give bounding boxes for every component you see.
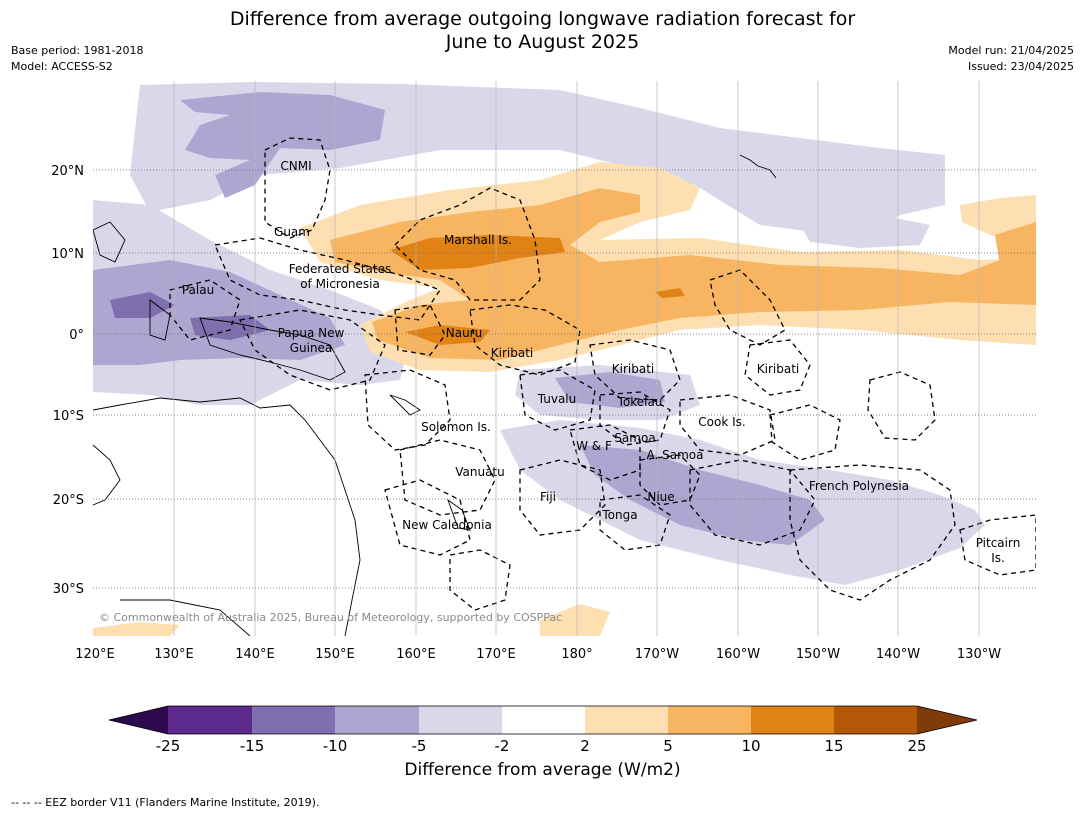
model-name: Model: ACCESS-S2 xyxy=(11,60,113,73)
cb-tick-5: 2 xyxy=(580,737,590,755)
colorbar-outline xyxy=(108,705,978,735)
label-asamoa: A. Samoa xyxy=(647,448,704,462)
colorbar-left-extension xyxy=(109,706,168,734)
colorbar-segment-3 xyxy=(419,706,502,734)
label-vanuatu: Vanuatu xyxy=(455,465,505,479)
cb-tick-8: 15 xyxy=(824,737,843,755)
colorbar-segment-4 xyxy=(502,706,585,734)
lon-label-0: 120°E xyxy=(75,647,115,662)
label-kiribati-central: Kiribati xyxy=(612,362,654,376)
cb-tick-9: 25 xyxy=(907,737,926,755)
lon-label-3: 150°E xyxy=(315,647,355,662)
cb-tick-3: -5 xyxy=(412,737,427,755)
label-fsm-1: Federated States xyxy=(289,262,391,276)
region-labels: CNMI Guam Marshall Is. Federated States … xyxy=(182,159,1020,565)
label-kiribati-east: Kiribati xyxy=(757,362,799,376)
label-png-2: Guinea xyxy=(290,341,333,355)
colorbar-segment-1 xyxy=(252,706,335,734)
latitude-gridlines xyxy=(93,169,1036,589)
colorbar-title: Difference from average (W/m2) xyxy=(404,760,681,780)
anomaly-positive-strong xyxy=(390,235,685,345)
label-niue: Niue xyxy=(647,490,674,504)
lon-label-2: 140°E xyxy=(235,647,275,662)
meta-left: Base period: 1981-2018 Model: ACCESS-S2 xyxy=(11,43,143,75)
eez-borders xyxy=(169,137,1036,611)
label-tuvalu: Tuvalu xyxy=(537,392,577,406)
lat-label-0: 20°N xyxy=(51,164,84,179)
model-run: Model run: 21/04/2025 xyxy=(948,44,1074,57)
label-kiribati-west: Kiribati xyxy=(491,346,533,360)
colorbar: -25 -15 -10 -5 -2 2 5 10 15 25 xyxy=(108,705,978,755)
colorbar-segment-5 xyxy=(585,706,668,734)
label-nauru: Nauru xyxy=(446,326,482,340)
label-french-polynesia: French Polynesia xyxy=(809,479,909,493)
lon-label-10: 140°W xyxy=(876,647,920,662)
eez-footer-note: -- -- -- EEZ border V11 (Flanders Marine… xyxy=(11,796,320,809)
coastlines xyxy=(93,154,777,636)
map-area: CNMI Guam Marshall Is. Federated States … xyxy=(93,81,1036,636)
label-palau: Palau xyxy=(182,283,214,297)
label-samoa: Samoa xyxy=(614,431,655,445)
lat-label-5: 30°S xyxy=(53,582,84,597)
label-fsm-2: of Micronesia xyxy=(300,277,380,291)
label-guam: Guam xyxy=(274,225,310,239)
lat-label-2: 0° xyxy=(69,328,84,343)
title-line-1: Difference from average outgoing longwav… xyxy=(229,8,856,30)
lat-label-4: 20°S xyxy=(53,493,84,508)
chart-title: Difference from average outgoing longwav… xyxy=(0,8,1085,54)
lon-label-9: 150°W xyxy=(796,647,840,662)
meta-right: Model run: 21/04/2025 Issued: 23/04/2025 xyxy=(948,43,1074,75)
lon-label-5: 170°E xyxy=(476,647,516,662)
issued-date: Issued: 23/04/2025 xyxy=(967,60,1074,73)
label-wf: W & F xyxy=(576,439,612,453)
label-tokelau: Tokelau xyxy=(617,395,663,409)
label-cook: Cook Is. xyxy=(698,415,745,429)
anomaly-negative-medium xyxy=(93,92,825,545)
label-marshall: Marshall Is. xyxy=(444,233,512,247)
label-new-caledonia: New Caledonia xyxy=(402,518,492,532)
colorbar-segment-7 xyxy=(751,706,834,734)
copyright-notice: © Commonwealth of Australia 2025, Bureau… xyxy=(99,611,562,624)
colorbar-segment-2 xyxy=(335,706,419,734)
cb-tick-4: -2 xyxy=(495,737,510,755)
longitude-labels: 120°E 130°E 140°E 150°E 160°E 170°E 180°… xyxy=(75,647,1001,662)
lon-label-8: 160°W xyxy=(716,647,760,662)
cb-tick-2: -10 xyxy=(323,737,348,755)
title-line-2: June to August 2025 xyxy=(445,31,640,53)
cb-tick-0: -25 xyxy=(156,737,181,755)
colorbar-segment-6 xyxy=(668,706,751,734)
colorbar-right-extension xyxy=(917,706,977,734)
latitude-labels: 20°N 10°N 0° 10°S 20°S 30°S xyxy=(51,164,84,597)
label-pitcairn-2: Is. xyxy=(991,551,1005,565)
lon-label-1: 130°E xyxy=(154,647,194,662)
colorbar-segment-0 xyxy=(168,706,252,734)
cb-tick-6: 5 xyxy=(663,737,673,755)
colorbar-segment-8 xyxy=(834,706,917,734)
label-png-1: Papua New xyxy=(278,326,345,340)
lon-label-4: 160°E xyxy=(396,647,436,662)
longitude-gridlines xyxy=(173,81,980,636)
base-period: Base period: 1981-2018 xyxy=(11,44,144,57)
lon-label-11: 130°W xyxy=(957,647,1001,662)
lat-label-1: 10°N xyxy=(51,247,84,262)
cb-tick-7: 10 xyxy=(741,737,760,755)
label-cnmi: CNMI xyxy=(280,159,311,173)
anomaly-positive-medium xyxy=(330,188,1036,360)
label-solomon: Solomon Is. xyxy=(421,420,491,434)
label-tonga: Tonga xyxy=(601,508,637,522)
lon-label-7: 170°W xyxy=(635,647,679,662)
cb-tick-1: -15 xyxy=(240,737,265,755)
lon-label-6: 180° xyxy=(561,647,592,662)
label-pitcairn-1: Pitcairn xyxy=(976,536,1021,550)
label-fiji: Fiji xyxy=(540,490,556,504)
lat-label-3: 10°S xyxy=(53,409,84,424)
